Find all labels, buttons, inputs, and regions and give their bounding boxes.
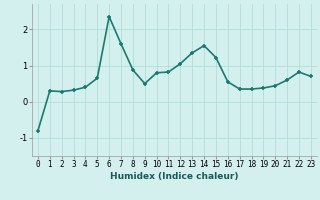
- X-axis label: Humidex (Indice chaleur): Humidex (Indice chaleur): [110, 172, 239, 181]
